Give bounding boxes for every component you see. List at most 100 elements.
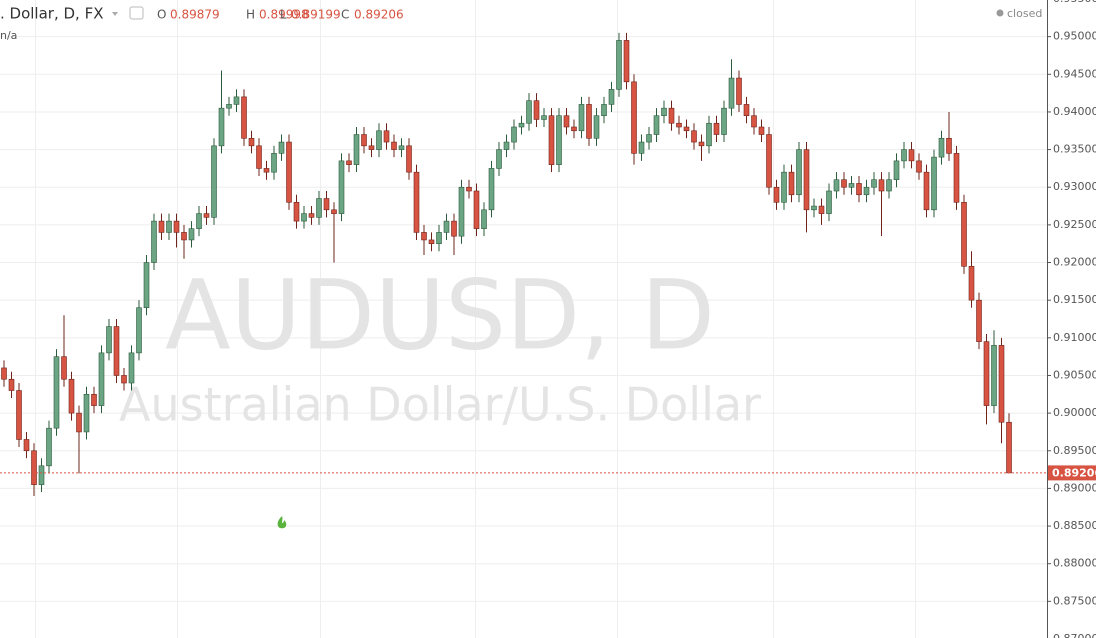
y-tick-label: 0.95500 — [1053, 0, 1096, 5]
candle-body — [406, 145, 412, 173]
y-tick-label: 0.89000 — [1053, 481, 1096, 494]
candle-body — [616, 40, 622, 90]
candle-body — [421, 232, 427, 241]
candle-body — [601, 104, 607, 117]
candle-body — [848, 183, 855, 188]
candle-body — [376, 130, 382, 150]
candle-body — [736, 77, 742, 105]
candle-body — [661, 107, 667, 117]
candle-body — [346, 160, 352, 165]
indicator-value: n/a — [0, 29, 17, 42]
candle-body — [308, 213, 315, 218]
y-tick-label: 0.89500 — [1053, 444, 1096, 457]
candle-body — [61, 356, 67, 380]
candle-body — [863, 186, 870, 196]
candle-body — [961, 201, 967, 267]
candle-body — [758, 126, 765, 135]
ohlc-label: L — [280, 8, 287, 22]
candle-body — [458, 186, 465, 237]
market-status: closed — [1007, 7, 1042, 20]
candle-body — [998, 345, 1005, 423]
candle-body — [91, 393, 97, 406]
candle-body — [353, 134, 360, 165]
candle-body — [286, 141, 292, 203]
candle-body — [31, 450, 37, 485]
candle-body — [503, 141, 510, 150]
candle-body — [323, 198, 330, 211]
candle-body — [428, 239, 435, 245]
candle-body — [76, 412, 82, 433]
candle-body — [938, 137, 945, 158]
candle-body — [728, 77, 735, 109]
candle-body — [368, 145, 375, 150]
candle-body — [413, 171, 420, 233]
candle-body — [143, 262, 150, 309]
ohlc-label: C — [341, 8, 349, 22]
symbol-dropdown[interactable] — [112, 12, 118, 16]
candle-body — [646, 134, 652, 143]
candle-body — [578, 104, 585, 132]
candle-body — [638, 141, 645, 154]
candle-body — [166, 220, 172, 233]
candle-body — [781, 171, 787, 203]
y-tick-label: 0.91000 — [1053, 331, 1096, 344]
y-tick-label: 0.88500 — [1053, 519, 1096, 532]
candle-body — [128, 352, 135, 384]
watermark-symbol: AUDUSD, D — [165, 259, 715, 371]
candle-body — [338, 160, 345, 214]
candle-body — [683, 126, 690, 132]
candle-body — [871, 179, 877, 188]
candle-body — [113, 326, 120, 376]
candle-body — [991, 345, 997, 406]
candle-body — [158, 220, 165, 233]
candle-body — [908, 149, 915, 162]
candle-body — [451, 220, 457, 237]
candle-body — [773, 186, 780, 203]
candle-body — [383, 130, 390, 143]
y-tick-label: 0.87000 — [1053, 632, 1096, 638]
candle-body — [511, 126, 517, 143]
candle-body — [98, 352, 105, 406]
candle-body — [631, 81, 637, 154]
candle-body — [271, 153, 277, 173]
candle-body — [248, 137, 255, 147]
candle-body — [481, 209, 487, 229]
candle-body — [1, 367, 7, 380]
candle-body — [713, 122, 720, 135]
candle-body — [398, 145, 405, 150]
candle-body — [263, 168, 270, 173]
event-icon[interactable] — [277, 516, 287, 529]
candle-body — [886, 179, 892, 192]
symbol-title[interactable]: . Dollar, D, FX — [0, 5, 103, 23]
candle-body — [533, 100, 540, 120]
ohlc-label: H — [246, 8, 255, 22]
candle-body — [173, 220, 180, 233]
candle-body — [946, 137, 952, 154]
candle-body — [466, 186, 472, 192]
candle-body — [203, 213, 210, 218]
candle-body — [188, 228, 195, 241]
candle-body — [743, 104, 750, 117]
candle-body — [608, 89, 615, 105]
candle-body — [106, 326, 112, 354]
candle-body — [181, 232, 187, 241]
candle-body — [676, 122, 682, 128]
candle-body — [8, 378, 15, 391]
ohlc-value: 0.89199 — [291, 8, 341, 22]
settings-icon[interactable] — [129, 6, 144, 20]
y-tick-label: 0.90500 — [1053, 368, 1096, 381]
candle-body — [53, 356, 60, 429]
candle-body — [83, 393, 90, 433]
candle-body — [841, 179, 847, 188]
candle-body — [953, 153, 960, 203]
candle-body — [541, 115, 547, 120]
candle-body — [751, 115, 757, 128]
candle-body — [1006, 421, 1012, 474]
candle-body — [196, 213, 202, 229]
y-tick-label: 0.91500 — [1053, 293, 1096, 306]
candle-body — [556, 115, 562, 165]
candle-body — [788, 171, 795, 196]
candle-body — [571, 126, 577, 132]
candle-body — [68, 378, 75, 414]
